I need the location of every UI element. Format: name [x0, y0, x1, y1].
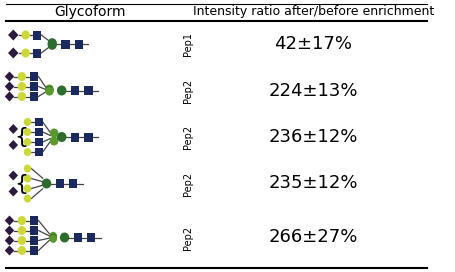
- Text: Intensity ratio after/before enrichment: Intensity ratio after/before enrichment: [192, 5, 433, 18]
- Circle shape: [24, 128, 31, 136]
- Circle shape: [18, 72, 26, 81]
- Circle shape: [24, 194, 31, 202]
- Circle shape: [48, 41, 56, 50]
- Circle shape: [49, 235, 57, 243]
- Text: Pep1: Pep1: [183, 32, 193, 56]
- Text: Pep2: Pep2: [183, 125, 193, 149]
- Circle shape: [18, 236, 26, 245]
- Circle shape: [42, 178, 51, 188]
- Circle shape: [50, 137, 58, 146]
- Bar: [35, 148, 43, 156]
- Circle shape: [18, 226, 26, 235]
- Bar: [30, 246, 38, 255]
- Text: Pep2: Pep2: [183, 78, 193, 103]
- Text: {: {: [14, 127, 28, 147]
- Bar: [73, 233, 82, 242]
- Bar: [35, 138, 43, 146]
- Polygon shape: [5, 72, 14, 82]
- Bar: [87, 233, 95, 242]
- Bar: [33, 48, 41, 57]
- Polygon shape: [5, 215, 14, 225]
- Bar: [84, 86, 92, 95]
- Circle shape: [49, 233, 57, 241]
- Circle shape: [18, 82, 26, 91]
- Bar: [35, 128, 43, 136]
- Circle shape: [48, 38, 56, 47]
- Bar: [30, 236, 38, 245]
- Bar: [71, 132, 79, 141]
- Bar: [35, 118, 43, 126]
- Text: 236±12%: 236±12%: [268, 128, 357, 146]
- Bar: [71, 86, 79, 95]
- Text: 42±17%: 42±17%: [274, 35, 352, 53]
- Circle shape: [24, 165, 31, 172]
- Circle shape: [24, 175, 31, 183]
- Text: 224±13%: 224±13%: [268, 82, 357, 100]
- Circle shape: [18, 92, 26, 101]
- Bar: [30, 216, 38, 225]
- Polygon shape: [5, 225, 14, 236]
- Text: 266±27%: 266±27%: [268, 228, 357, 246]
- Text: Pep2: Pep2: [183, 171, 193, 196]
- Polygon shape: [8, 48, 19, 58]
- Polygon shape: [9, 140, 18, 150]
- Circle shape: [57, 85, 66, 95]
- Bar: [30, 226, 38, 235]
- Polygon shape: [5, 246, 14, 255]
- Circle shape: [21, 48, 30, 57]
- Bar: [61, 39, 70, 48]
- Circle shape: [21, 30, 30, 39]
- Bar: [84, 132, 92, 141]
- Circle shape: [24, 184, 31, 193]
- Bar: [30, 72, 38, 81]
- Polygon shape: [5, 236, 14, 246]
- Bar: [69, 179, 77, 188]
- Circle shape: [45, 85, 54, 94]
- Circle shape: [49, 232, 57, 240]
- Bar: [30, 82, 38, 91]
- Circle shape: [50, 128, 58, 138]
- Circle shape: [45, 86, 54, 95]
- Circle shape: [18, 246, 26, 255]
- Polygon shape: [9, 171, 18, 181]
- Bar: [56, 179, 64, 188]
- Text: Glycoform: Glycoform: [54, 5, 126, 19]
- Polygon shape: [5, 82, 14, 91]
- Circle shape: [47, 39, 57, 49]
- Circle shape: [49, 234, 57, 242]
- Circle shape: [18, 216, 26, 225]
- Circle shape: [24, 118, 31, 126]
- Circle shape: [45, 86, 54, 95]
- Text: 235±12%: 235±12%: [268, 175, 357, 193]
- Polygon shape: [8, 29, 19, 41]
- Text: {: {: [14, 174, 28, 193]
- Bar: [74, 39, 83, 48]
- Polygon shape: [5, 91, 14, 101]
- Text: Pep2: Pep2: [183, 225, 193, 250]
- Circle shape: [24, 138, 31, 146]
- Polygon shape: [9, 187, 18, 196]
- Bar: [33, 30, 41, 39]
- Polygon shape: [9, 124, 18, 134]
- Circle shape: [60, 233, 69, 243]
- Circle shape: [57, 132, 66, 142]
- Bar: [30, 92, 38, 101]
- Circle shape: [24, 148, 31, 156]
